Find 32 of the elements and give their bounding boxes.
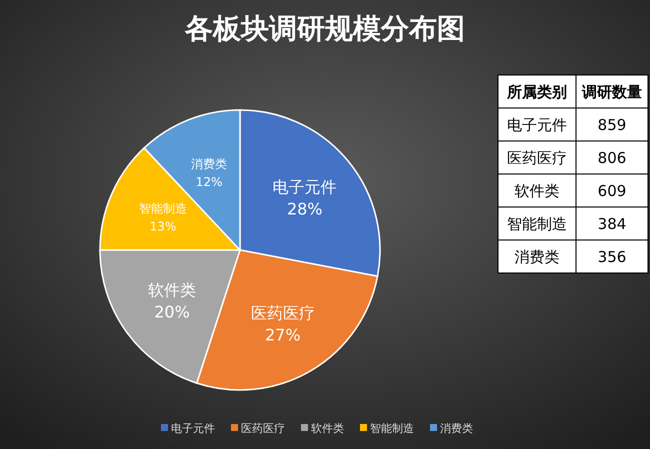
legend-label: 电子元件 bbox=[171, 422, 215, 435]
data-label: 27% bbox=[264, 325, 301, 344]
slice-label: 医药医疗 bbox=[250, 303, 315, 322]
pie-slice bbox=[196, 249, 378, 391]
data-label: 609 bbox=[598, 182, 626, 200]
slice-label: 软件类 bbox=[148, 280, 196, 300]
text: 所属类别 bbox=[506, 83, 567, 101]
legend-label: 医药医疗 bbox=[241, 422, 285, 435]
category-label: 医药医疗 bbox=[507, 149, 567, 167]
category-label: 智能制造 bbox=[507, 215, 567, 233]
legend-label: 软件类 bbox=[311, 422, 344, 435]
pie-slice bbox=[239, 109, 380, 277]
data-label: 356 bbox=[598, 248, 626, 266]
pie-slice bbox=[99, 147, 241, 251]
data-label: 20% bbox=[154, 302, 190, 322]
text: 调研数量 bbox=[581, 83, 642, 101]
data-label: 806 bbox=[598, 149, 626, 167]
data-label: 13% bbox=[150, 220, 176, 234]
slice-label: 智能制造 bbox=[138, 202, 187, 216]
chart-title: 各板块调研规模分布图 bbox=[184, 12, 465, 45]
data-label: 12% bbox=[196, 174, 222, 189]
legend-label: 消费类 bbox=[440, 422, 473, 435]
legend-label: 智能制造 bbox=[370, 422, 414, 435]
slice-label: 电子元件 bbox=[272, 177, 337, 196]
data-label: 859 bbox=[598, 116, 626, 134]
data-label: 28% bbox=[286, 199, 323, 218]
data-label: 384 bbox=[598, 215, 626, 233]
category-label: 软件类 bbox=[514, 182, 560, 200]
category-label: 消费类 bbox=[514, 248, 560, 266]
pie-slice bbox=[99, 249, 241, 384]
category-label: 电子元件 bbox=[507, 116, 567, 134]
slice-label: 消费类 bbox=[191, 156, 228, 171]
